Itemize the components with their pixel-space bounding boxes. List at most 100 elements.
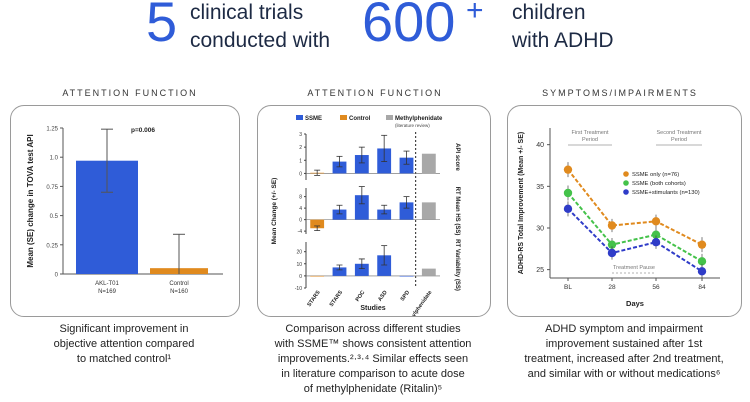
caption-studies: Comparison across different studies with… (252, 322, 494, 397)
caption-line: Significant improvement in (59, 323, 189, 335)
legend-marker-1 (623, 180, 629, 186)
y-axis-title: ADHD-RS Total Improvement (Mean +/- SE) (518, 132, 525, 274)
x-tick-label: 84 (698, 284, 706, 291)
row-bar (377, 255, 392, 276)
pause-annotation: Treatment Pause (613, 265, 655, 271)
y-tick-label: 0 (55, 273, 59, 279)
x-axis-title: Days (626, 299, 644, 308)
y-tick-label: -4 (298, 229, 303, 235)
x-tick-label: 28 (608, 284, 616, 291)
y-tick-label: 3 (299, 132, 302, 138)
section-title-symptoms: SYMPTOMS/IMPAIRMENTS (542, 88, 698, 98)
data-point (697, 257, 707, 266)
y-tick-label: 4 (299, 206, 302, 212)
legend-label: SSME+stimulants (n=130) (632, 190, 700, 196)
x-tick-label: 56 (652, 284, 660, 291)
trials-count: 5 (146, 0, 178, 53)
data-point (563, 204, 573, 214)
caption-line: ADHD symptom and impairment (545, 323, 703, 335)
caption-line: improvement sustained after 1st (545, 338, 703, 350)
data-point (651, 237, 661, 247)
row-bar (310, 275, 325, 277)
x-tick-label: BL (564, 284, 572, 291)
y-tick-label: 1.25 (46, 127, 58, 133)
y-tick-label: 0 (299, 218, 302, 224)
y-tick-label: 30 (536, 226, 544, 233)
series-line-1 (567, 192, 703, 263)
legend-label: SSME (305, 116, 322, 122)
data-point (607, 240, 617, 249)
period-annotation: Second Treatment (657, 130, 702, 136)
legend-label: SSME only (n=76) (632, 172, 679, 178)
y-tick-label: 20 (296, 250, 302, 256)
y-tick-label: 40 (536, 142, 544, 149)
y-tick-label: -10 (295, 286, 302, 292)
caption-tova: Significant improvement in objective att… (10, 322, 238, 367)
period-annotation: Period (671, 137, 687, 143)
y-tick-label: 0 (299, 274, 302, 280)
legend-label: Control (349, 116, 371, 122)
y-tick-label: 8 (299, 195, 302, 201)
row-bar (421, 268, 436, 276)
caption-line: to matched control¹ (76, 353, 172, 365)
section-title-attention-2: ATTENTION FUNCTION (307, 88, 443, 98)
x-category-label: STARS (306, 289, 322, 308)
tova-bar-chart: 0 0.25 0.5 0.75 1.0 1.25 Mean (SE) change in T… (26, 127, 223, 295)
studies-bar-chart: SSME Control Methylphenidate(literature re… (271, 115, 460, 316)
row-bar (332, 161, 347, 174)
row-bar (421, 202, 436, 220)
legend-swatch-0 (296, 115, 303, 120)
children-count: 600 (362, 0, 456, 53)
row-bar (354, 195, 369, 220)
caption-line: in literature comparison to acute dose (281, 368, 465, 380)
row-bar (399, 275, 414, 277)
caption-line: of methylphenidate (Ritalin)⁵ (303, 383, 443, 395)
x-category-label: POC (355, 290, 367, 303)
series-line-2 (567, 208, 703, 273)
y-tick-label: 0.5 (50, 214, 59, 220)
legend-swatch-1 (340, 115, 347, 120)
y-axis-title: Mean Change (+/- SE) (271, 178, 278, 245)
legend-swatch-2 (386, 115, 393, 120)
x-category-label: Control (169, 281, 188, 287)
x-category-label: AKL-T01 (95, 281, 119, 287)
row-bar (354, 155, 369, 174)
caption-line: Comparison across different studies (285, 323, 461, 335)
trials-line-2: conducted with (190, 29, 331, 52)
row-metric-label: RT Mean HS (SS) (454, 187, 460, 236)
x-category-label: STARS (329, 289, 345, 308)
legend-sublabel: (literature review) (395, 123, 430, 128)
row-bar (332, 209, 347, 220)
y-axis-title: Mean (SE) change in TOVA test API (26, 134, 35, 267)
children-line-1: children (512, 1, 586, 24)
y-tick-label: 0 (299, 171, 302, 177)
x-category-n: N=160 (170, 289, 189, 295)
y-tick-label: 1 (299, 158, 302, 164)
caption-line: objective attention compared (53, 338, 195, 350)
caption-symptoms: ADHD symptom and impairment improvement … (500, 322, 748, 382)
x-category-label: ASD (377, 290, 389, 303)
y-tick-label: 0.75 (46, 185, 58, 191)
x-axis-title: Studies (360, 305, 385, 312)
y-tick-label: 1.0 (50, 156, 59, 162)
caption-line: with SSME™ shows consistent attention (274, 338, 472, 350)
children-line-2: with ADHD (512, 29, 614, 52)
p-value-annotation: p=0.006 (131, 127, 155, 134)
row-bar (377, 209, 392, 220)
x-category-label: SPD (400, 290, 411, 303)
series-line-0 (567, 169, 703, 246)
hero-banner: 5 clinical trials conducted with 600 + c… (0, 0, 750, 56)
legend-marker-2 (623, 189, 629, 195)
trials-line-1: clinical trials (190, 1, 304, 24)
data-point (563, 188, 573, 198)
y-tick-label: 25 (536, 267, 544, 274)
data-point (563, 165, 573, 174)
legend-label: Methylphenidate (395, 116, 443, 122)
chart-panel-tova: 0 0.25 0.5 0.75 1.0 1.25 Mean (SE) change in T… (10, 105, 240, 317)
y-tick-label: 35 (536, 184, 544, 191)
data-point (697, 267, 707, 276)
data-point (607, 221, 617, 230)
children-plus: + (466, 0, 484, 27)
row-metric-label: API score (454, 143, 460, 171)
row-metric-label: RT Variability (SS) (454, 239, 460, 291)
